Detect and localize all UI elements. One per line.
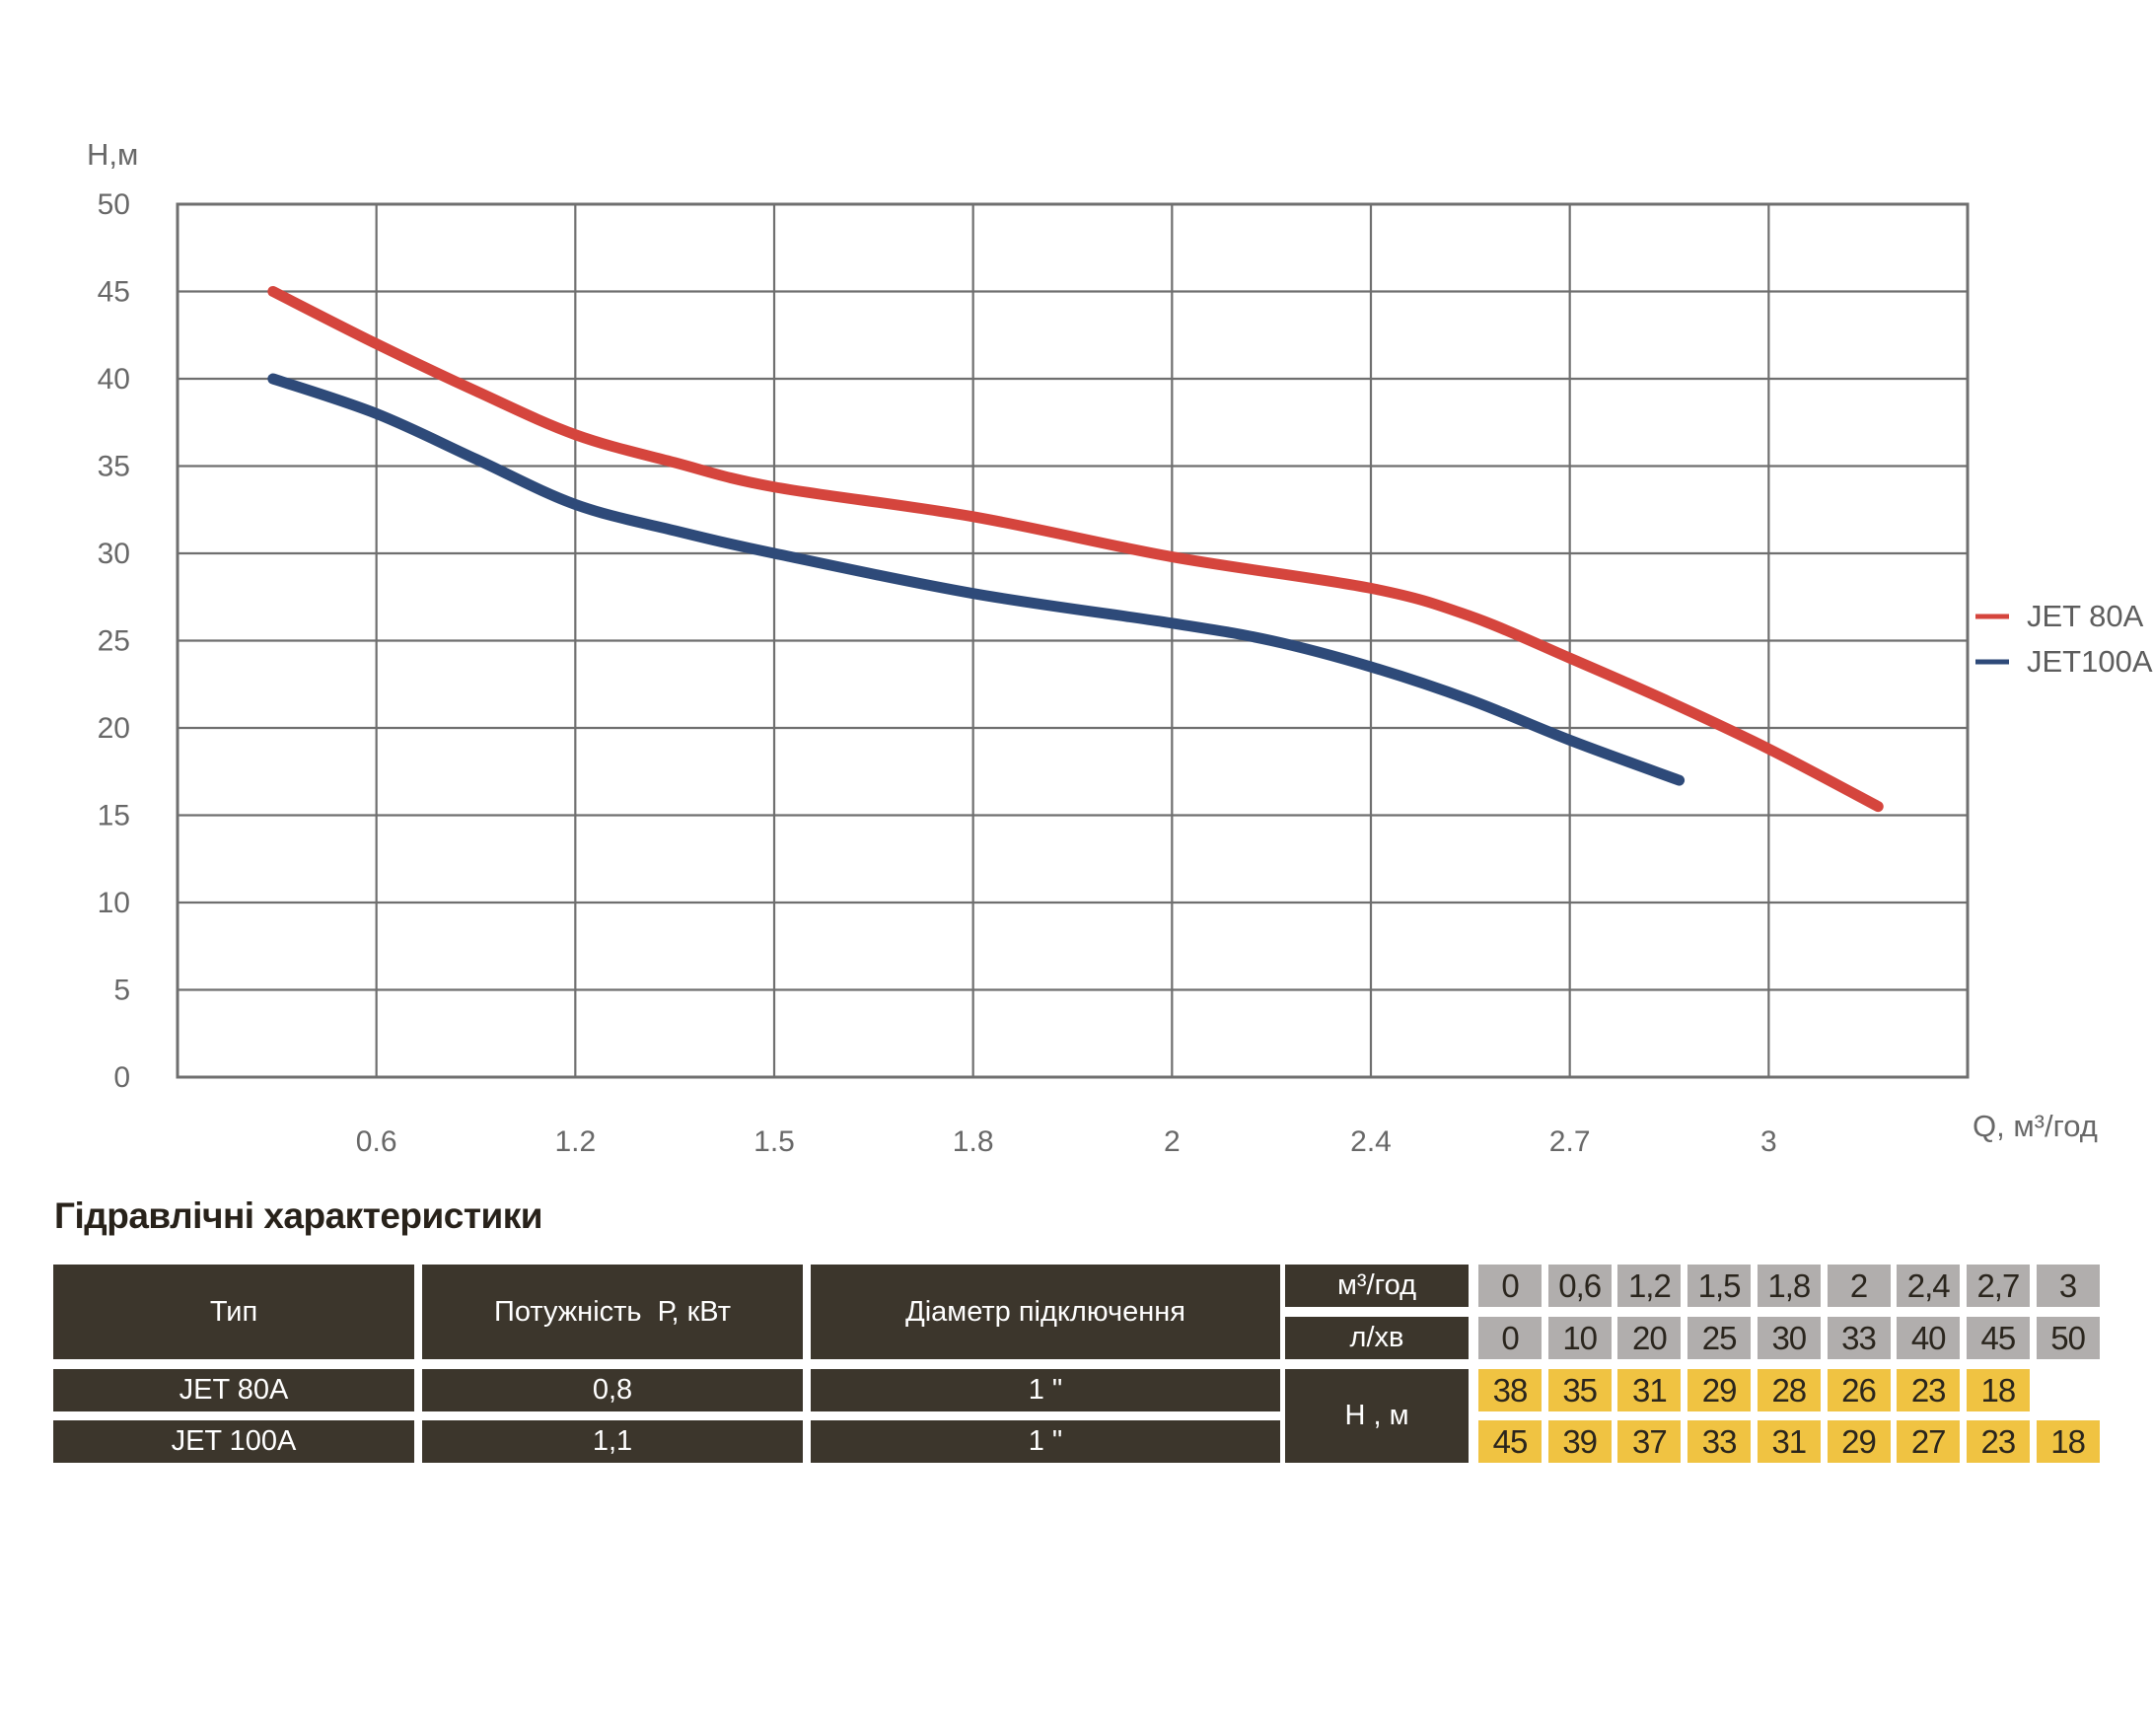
cell-head-value: 18: [1966, 1369, 2030, 1411]
x-tick-label: 1.5: [754, 1125, 795, 1158]
y-tick-label: 15: [98, 800, 130, 832]
y-tick-label: 10: [98, 887, 130, 919]
cell-flow-m3: 1,8: [1757, 1265, 1821, 1307]
cell-flow-lmin: 50: [2036, 1317, 2100, 1359]
cell-flow-lmin: 30: [1757, 1317, 1821, 1359]
y-axis-title: Н,м: [87, 137, 138, 172]
x-tick-label: 1.8: [953, 1125, 994, 1158]
x-tick-label: 1.2: [554, 1125, 596, 1158]
header-flow-lmin: л/хв: [1285, 1317, 1469, 1359]
y-tick-label: 30: [98, 538, 130, 570]
x-tick-label: 2: [1164, 1125, 1181, 1158]
cell-head-value: 28: [1757, 1369, 1821, 1411]
y-tick-label: 25: [98, 625, 130, 658]
cell-head-value: 31: [1617, 1369, 1682, 1411]
x-tick-label: 2.4: [1350, 1125, 1392, 1158]
cell-flow-lmin: 33: [1827, 1317, 1891, 1359]
header-flow-m3: м³/год: [1285, 1265, 1469, 1307]
cell-pump-type: JET 80A: [53, 1369, 414, 1411]
cell-head-value: 18: [2036, 1420, 2100, 1463]
cell-head-value: 33: [1687, 1420, 1752, 1463]
cell-flow-m3: 1,2: [1617, 1265, 1682, 1307]
y-tick-label: 5: [113, 975, 130, 1007]
x-tick-label: 2.7: [1549, 1125, 1591, 1158]
cell-flow-m3: 0,6: [1547, 1265, 1612, 1307]
plot-border: [176, 202, 1970, 1079]
cell-head-value: 23: [1966, 1420, 2030, 1463]
y-tick-label: 35: [98, 451, 130, 483]
cell-head-value: 29: [1827, 1420, 1891, 1463]
cell-head-value: 45: [1478, 1420, 1542, 1463]
y-tick-label: 45: [98, 276, 130, 309]
cell-head-value: 31: [1757, 1420, 1821, 1463]
cell-head-value: 35: [1547, 1369, 1612, 1411]
y-tick-label: 50: [98, 188, 130, 221]
x-axis-title: Q, м³/год: [1973, 1109, 2098, 1143]
cell-flow-m3: 2,7: [1966, 1265, 2030, 1307]
cell-pump-type: JET 100A: [53, 1420, 414, 1463]
cell-flow-m3: 1,5: [1687, 1265, 1752, 1307]
header-type: Тип: [53, 1265, 414, 1359]
legend-label: JET 80A: [2027, 599, 2144, 633]
pump-curves-chart: 0 5 10 15 20 25 30 35 40 45 50 0.6 1.2 1.5 1.8 2 2.4 2.7 3…: [87, 137, 2153, 1158]
cell-pump-diameter: 1 ": [811, 1369, 1280, 1411]
cell-head-value: 37: [1617, 1420, 1682, 1463]
cell-flow-m3: 2: [1827, 1265, 1891, 1307]
table-title: Гідравлічні характеристики: [54, 1195, 542, 1236]
cell-flow-lmin: 10: [1547, 1317, 1612, 1359]
curve-jet80a: [267, 286, 1884, 813]
y-tick-label: 40: [98, 363, 130, 396]
cell-flow-m3: 3: [2036, 1265, 2100, 1307]
x-tick-label: 3: [1760, 1125, 1777, 1158]
cell-pump-diameter: 1 ": [811, 1420, 1280, 1463]
cell-head-value: 39: [1547, 1420, 1612, 1463]
cell-pump-power: 0,8: [422, 1369, 803, 1411]
header-diameter: Діаметр підключення: [811, 1265, 1280, 1359]
cell-head-value: 23: [1897, 1369, 1961, 1411]
cell-head-value: 27: [1897, 1420, 1961, 1463]
y-tick-label: 0: [113, 1061, 130, 1094]
cell-flow-m3: 0: [1478, 1265, 1542, 1307]
cell-flow-lmin: 20: [1617, 1317, 1682, 1359]
header-head: Н , м: [1285, 1369, 1469, 1463]
cell-flow-lmin: 25: [1687, 1317, 1752, 1359]
legend-label: JET100A: [2027, 644, 2153, 679]
cell-flow-m3: 2,4: [1897, 1265, 1961, 1307]
cell-head-value: 26: [1827, 1369, 1891, 1411]
cell-flow-lmin: 0: [1478, 1317, 1542, 1359]
header-power: Потужність Р, кВт: [422, 1265, 803, 1359]
x-tick-label: 0.6: [356, 1125, 397, 1158]
y-tick-label: 20: [98, 712, 130, 745]
cell-pump-power: 1,1: [422, 1420, 803, 1463]
cell-flow-lmin: 40: [1897, 1317, 1961, 1359]
cell-head-value: 29: [1687, 1369, 1752, 1411]
cell-head-value: 38: [1478, 1369, 1542, 1411]
cell-flow-lmin: 45: [1966, 1317, 2030, 1359]
curve-jet100a: [267, 373, 1686, 786]
